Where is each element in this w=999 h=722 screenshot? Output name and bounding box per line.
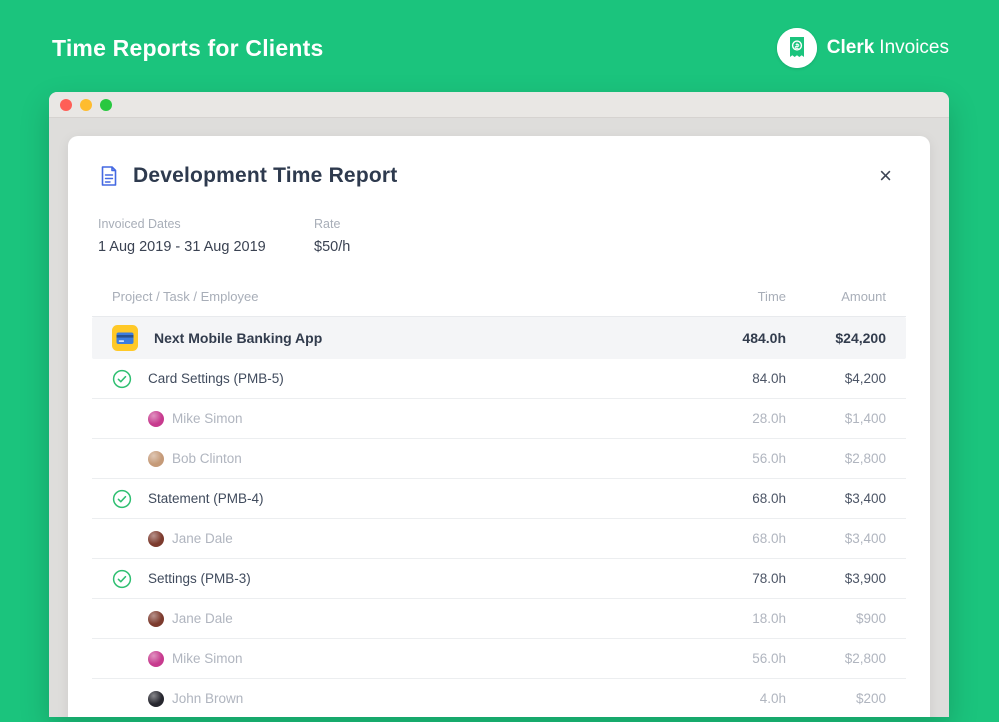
avatar xyxy=(148,531,164,547)
avatar xyxy=(148,651,164,667)
avatar xyxy=(148,611,164,627)
row-amount: $1,400 xyxy=(786,411,886,426)
task-check-icon xyxy=(112,369,132,389)
row-amount: $900 xyxy=(786,611,886,626)
avatar xyxy=(148,451,164,467)
meta-rate: Rate $50/h xyxy=(314,217,530,255)
page-header: Time Reports for Clients ClerkInvoices xyxy=(0,0,999,92)
window-minimize-button[interactable] xyxy=(80,99,92,111)
row-time: 68.0h xyxy=(691,531,786,546)
row-time: 18.0h xyxy=(691,611,786,626)
brand-text: ClerkInvoices xyxy=(827,37,949,59)
row-time: 68.0h xyxy=(691,491,786,506)
meta-label: Rate xyxy=(314,217,530,231)
row-time: 78.0h xyxy=(691,571,786,586)
clerk-logo-icon xyxy=(777,28,817,68)
row-time: 28.0h xyxy=(691,411,786,426)
row-amount: $3,400 xyxy=(786,531,886,546)
task-check-icon xyxy=(112,569,132,589)
table-row-employee[interactable]: Jane Dale68.0h$3,400 xyxy=(92,519,906,559)
close-button[interactable]: × xyxy=(873,163,898,189)
row-label: Statement (PMB-4) xyxy=(148,491,691,506)
row-time: 484.0h xyxy=(691,330,786,346)
meta-label: Invoiced Dates xyxy=(98,217,314,231)
row-time: 56.0h xyxy=(691,651,786,666)
row-label: Card Settings (PMB-5) xyxy=(148,371,691,386)
header-project-task-employee: Project / Task / Employee xyxy=(112,289,691,304)
table-row-task[interactable]: Statement (PMB-4)68.0h$3,400 xyxy=(92,479,906,519)
row-label: Settings (PMB-3) xyxy=(148,571,691,586)
table-row-project[interactable]: Next Mobile Banking App484.0h$24,200 xyxy=(92,317,906,359)
avatar xyxy=(148,691,164,707)
report-modal: Development Time Report × Invoiced Dates… xyxy=(68,136,930,717)
row-time: 56.0h xyxy=(691,451,786,466)
row-label: Mike Simon xyxy=(172,411,691,426)
header-time: Time xyxy=(691,289,786,304)
table-row-employee[interactable]: John Brown4.0h$200 xyxy=(92,679,906,717)
table-row-task[interactable]: Card Settings (PMB-5)84.0h$4,200 xyxy=(92,359,906,399)
row-amount: $2,800 xyxy=(786,451,886,466)
window-close-button[interactable] xyxy=(60,99,72,111)
row-amount: $200 xyxy=(786,691,886,706)
meta-invoiced-dates: Invoiced Dates 1 Aug 2019 - 31 Aug 2019 xyxy=(98,217,314,255)
table-row-employee[interactable]: Jane Dale18.0h$900 xyxy=(92,599,906,639)
row-time: 4.0h xyxy=(691,691,786,706)
row-amount: $3,900 xyxy=(786,571,886,586)
header-amount: Amount xyxy=(786,289,886,304)
row-amount: $2,800 xyxy=(786,651,886,666)
report-table: Project / Task / Employee Time Amount Ne… xyxy=(92,279,906,717)
row-label: Jane Dale xyxy=(172,611,691,626)
brand-name-bold: Clerk xyxy=(827,37,875,58)
row-label: Jane Dale xyxy=(172,531,691,546)
row-label: Mike Simon xyxy=(172,651,691,666)
modal-header: Development Time Report × xyxy=(92,136,906,203)
table-row-employee[interactable]: Bob Clinton56.0h$2,800 xyxy=(92,439,906,479)
task-check-icon xyxy=(112,489,132,509)
meta-section: Invoiced Dates 1 Aug 2019 - 31 Aug 2019 … xyxy=(92,203,906,279)
row-label: John Brown xyxy=(172,691,691,706)
document-icon xyxy=(98,165,120,187)
table-row-employee[interactable]: Mike Simon56.0h$2,800 xyxy=(92,639,906,679)
brand: ClerkInvoices xyxy=(777,28,949,68)
banking-app-icon xyxy=(112,325,138,351)
meta-value: $50/h xyxy=(314,239,530,255)
table-header: Project / Task / Employee Time Amount xyxy=(92,279,906,317)
table-rows: Next Mobile Banking App484.0h$24,200Card… xyxy=(92,317,906,717)
row-amount: $4,200 xyxy=(786,371,886,386)
table-row-task[interactable]: Settings (PMB-3)78.0h$3,900 xyxy=(92,559,906,599)
window-zoom-button[interactable] xyxy=(100,99,112,111)
row-label: Next Mobile Banking App xyxy=(154,330,691,346)
browser-window: Development Time Report × Invoiced Dates… xyxy=(49,92,949,717)
row-amount: $3,400 xyxy=(786,491,886,506)
row-time: 84.0h xyxy=(691,371,786,386)
table-row-employee[interactable]: Mike Simon28.0h$1,400 xyxy=(92,399,906,439)
avatar xyxy=(148,411,164,427)
meta-value: 1 Aug 2019 - 31 Aug 2019 xyxy=(98,239,314,255)
modal-title: Development Time Report xyxy=(133,164,873,188)
brand-name-regular: Invoices xyxy=(879,37,949,58)
page-title: Time Reports for Clients xyxy=(52,35,323,62)
row-label: Bob Clinton xyxy=(172,451,691,466)
row-amount: $24,200 xyxy=(786,330,886,346)
browser-body: Development Time Report × Invoiced Dates… xyxy=(49,118,949,717)
browser-titlebar xyxy=(49,92,949,118)
